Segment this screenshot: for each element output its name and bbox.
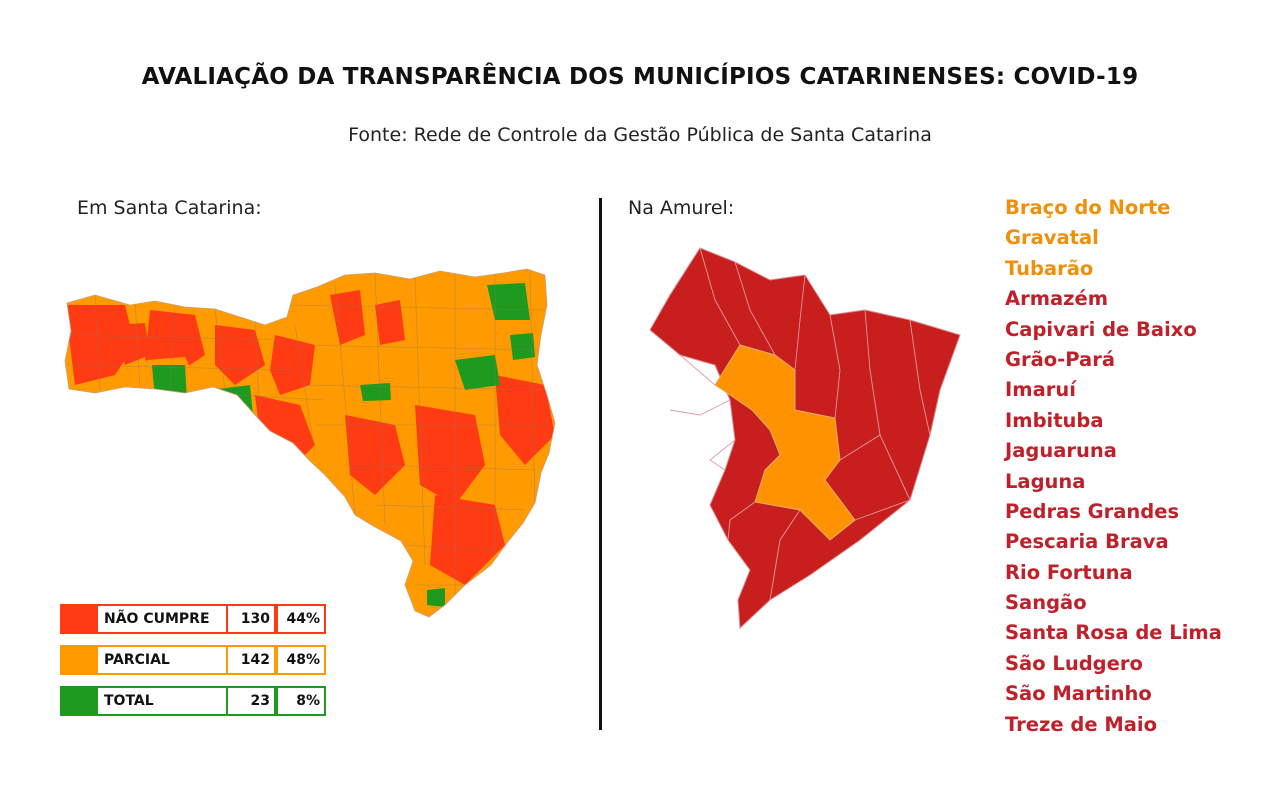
municipality-item: Treze de Maio (1005, 712, 1157, 736)
legend-swatch (60, 686, 96, 716)
legend-label: NÃO CUMPRE (96, 604, 228, 634)
municipality-item: Gravatal (1005, 226, 1099, 250)
municipality-item: Imaruí (1005, 378, 1076, 402)
sc-outline (64, 268, 556, 618)
legend-count: 23 (226, 686, 276, 716)
region-total (487, 283, 530, 320)
region-nao-cumpre (255, 395, 315, 465)
municipality-item: Imbituba (1005, 408, 1104, 432)
amurel-parcial-area (714, 344, 856, 541)
region-total (455, 355, 500, 390)
legend-percent: 8% (276, 686, 326, 716)
region-nao-cumpre (495, 375, 555, 465)
municipality-item: São Martinho (1005, 682, 1152, 706)
region-total (360, 383, 391, 401)
region-nao-cumpre (215, 325, 265, 385)
legend-swatch (60, 604, 96, 634)
legend-percent: 48% (276, 645, 326, 675)
region-total (510, 333, 535, 360)
amurel-label: Na Amurel: (628, 197, 735, 219)
municipality-item: São Ludgero (1005, 651, 1143, 675)
municipal-borders (65, 270, 551, 595)
legend-percent: 44% (276, 604, 326, 634)
amurel-borders (669, 247, 931, 601)
municipality-item: Grão-Pará (1005, 347, 1115, 371)
municipality-item: Capivari de Baixo (1005, 317, 1197, 341)
municipality-item: Pescaria Brava (1005, 530, 1169, 554)
municipality-item: Braço do Norte (1005, 196, 1171, 219)
legend-swatch (60, 645, 96, 675)
region-total (210, 385, 253, 415)
amurel-municipality-list: Braço do Norte Gravatal Tubarão Armazém … (1005, 194, 1222, 741)
municipality-item: Sangão (1005, 591, 1087, 615)
santa-catarina-map (64, 268, 556, 618)
legend-label: TOTAL (96, 686, 228, 716)
sc-regions (65, 269, 555, 617)
amurel-map (649, 247, 961, 630)
legend-label: PARCIAL (96, 645, 228, 675)
region-nao-cumpre (415, 405, 485, 505)
municipality-item: Pedras Grandes (1005, 499, 1180, 523)
region-nao-cumpre (430, 495, 505, 585)
legend-count: 130 (226, 604, 276, 634)
municipality-item: Santa Rosa de Lima (1005, 621, 1222, 645)
panel-divider (599, 198, 602, 730)
legend-row-parcial: PARCIAL 142 48% (60, 645, 326, 675)
legend-row-total: TOTAL 23 8% (60, 686, 326, 716)
region-nao-cumpre (345, 415, 405, 495)
municipality-item: Laguna (1005, 469, 1086, 493)
municipality-item: Rio Fortuna (1005, 560, 1133, 584)
legend-count: 142 (226, 645, 276, 675)
region-nao-cumpre (375, 300, 405, 345)
page-title: AVALIAÇÃO DA TRANSPARÊNCIA DOS MUNICÍPIO… (141, 64, 1139, 90)
santa-catarina-label: Em Santa Catarina: (77, 197, 262, 219)
municipality-item: Tubarão (1005, 256, 1094, 280)
legend-row-nao-cumpre: NÃO CUMPRE 130 44% (60, 604, 326, 634)
municipality-item: Armazém (1005, 287, 1109, 311)
page-subtitle: Fonte: Rede de Controle da Gestão Públic… (348, 124, 932, 146)
region-total (427, 588, 445, 607)
municipality-item: Jaguaruna (1005, 439, 1117, 463)
region-nao-cumpre (145, 310, 205, 375)
region-nao-cumpre (115, 323, 150, 365)
region-total (152, 365, 187, 400)
